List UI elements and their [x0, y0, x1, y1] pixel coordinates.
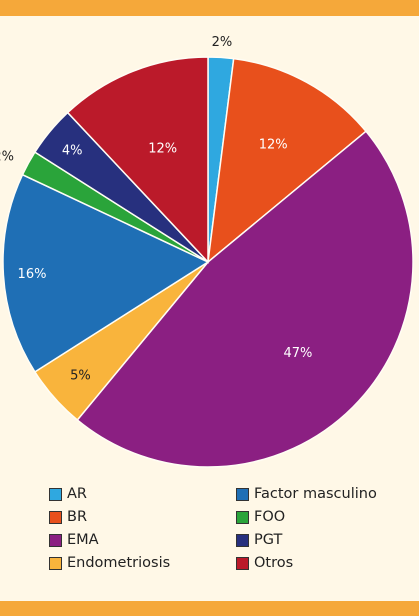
pie-slices	[2, 56, 414, 468]
pie-label-br: 12%	[259, 137, 288, 152]
top-accent-bar	[0, 0, 419, 16]
legend-swatch	[236, 556, 249, 570]
legend-item-foo: FOO	[236, 507, 386, 527]
legend-label: PGT	[254, 532, 283, 548]
legend-label: Factor masculino	[254, 486, 377, 502]
legend-label: Endometriosis	[67, 555, 171, 571]
pie-label-pgt: 4%	[62, 144, 83, 159]
legend-label: AR	[67, 486, 87, 502]
pie-labels: 2% 12% 47% 5% 16% 2% 4% 12%	[0, 35, 312, 384]
bottom-accent-bar	[0, 601, 419, 616]
legend-swatch	[236, 510, 249, 524]
legend-item-pgt: PGT	[236, 530, 386, 550]
pie-slice-factor-masculino	[2, 173, 210, 373]
pie-chart: 2% 12% 47% 5% 16% 2% 4% 12%	[0, 35, 414, 468]
legend-item-endometriosis: Endometriosis	[49, 553, 236, 573]
legend-label: FOO	[254, 509, 286, 525]
pie-slice-ema	[76, 130, 414, 468]
legend-swatch	[49, 556, 62, 570]
pie-slice-br	[207, 57, 368, 264]
pie-slice-otros	[66, 56, 209, 264]
legend-item-otros: Otros	[236, 553, 386, 573]
pie-label-ar: 2%	[212, 35, 233, 50]
legend-label: BR	[67, 509, 88, 525]
legend-swatch	[236, 533, 249, 547]
legend-item-br: BR	[49, 507, 236, 527]
legend-item-ar: AR	[49, 484, 236, 504]
chart-legend: AR Factor masculino BR FOO EMA PGT Endometrios…	[49, 484, 379, 573]
legend-swatch	[49, 487, 62, 501]
pie-label-factor-masculino: 16%	[18, 267, 47, 282]
legend-swatch	[49, 510, 62, 524]
legend-label: Otros	[254, 555, 294, 571]
pie-label-endometriosis: 5%	[70, 369, 91, 384]
pie-label-otros: 12%	[148, 142, 177, 157]
legend-item-factor-masculino: Factor masculino	[236, 484, 386, 504]
pie-label-foo: 2%	[0, 149, 14, 164]
legend-item-ema: EMA	[49, 530, 236, 550]
pie-label-ema: 47%	[283, 346, 312, 361]
legend-swatch	[49, 533, 62, 547]
legend-label: EMA	[67, 532, 99, 548]
legend-swatch	[236, 487, 249, 501]
